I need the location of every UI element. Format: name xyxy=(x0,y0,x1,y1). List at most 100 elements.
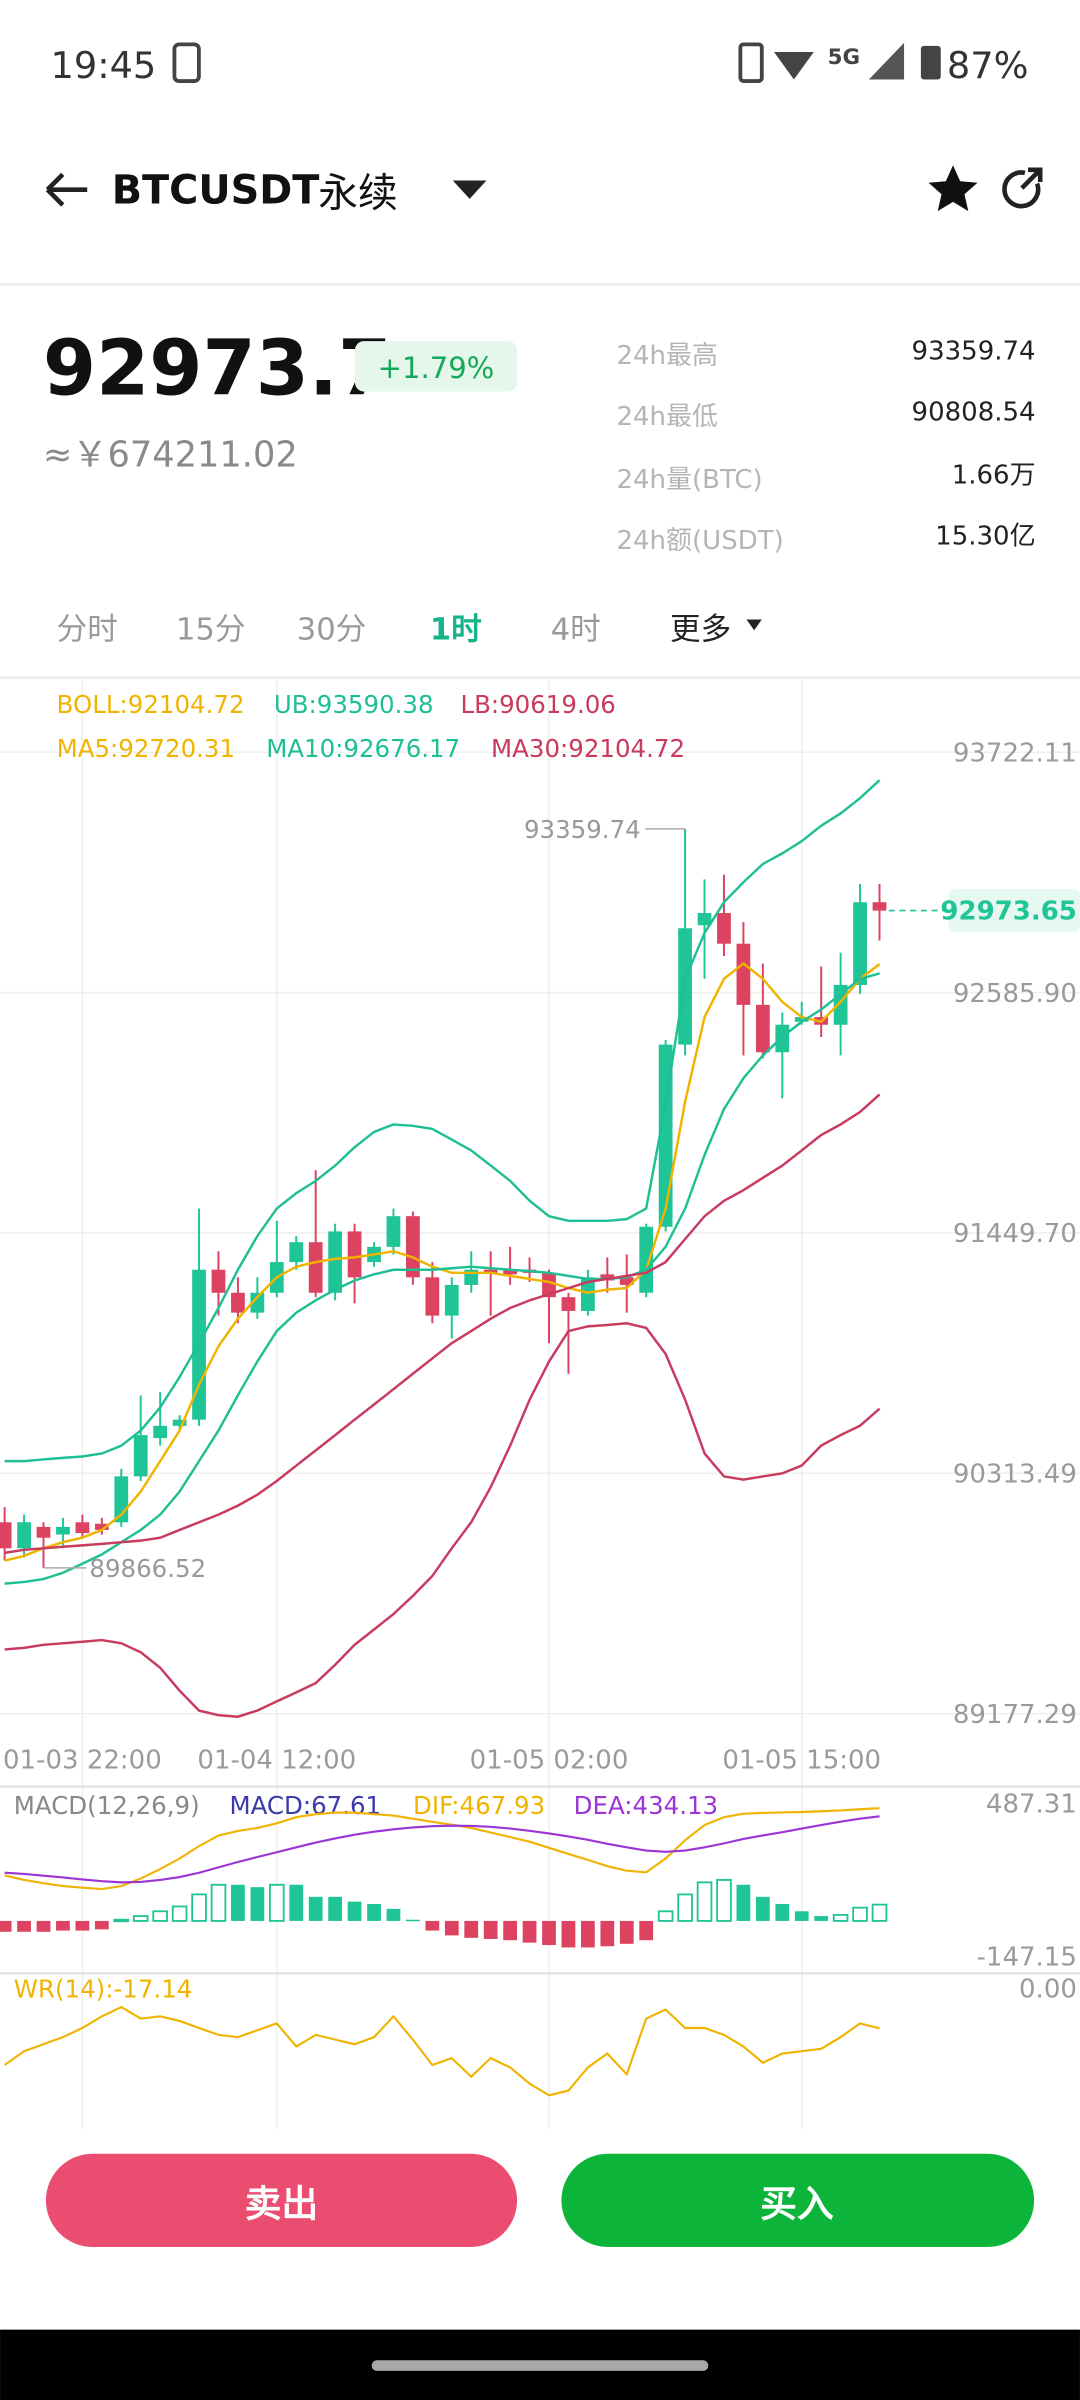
macd-bar xyxy=(347,1901,362,1921)
macd-bar xyxy=(308,1896,323,1921)
y-tick-label: -147.15 xyxy=(977,1943,1077,1973)
sell-label[interactable]: 卖出 xyxy=(245,2182,318,2225)
home-indicator[interactable] xyxy=(371,2360,709,2371)
y-tick-label: 93722.11 xyxy=(953,738,1077,768)
macd-bar xyxy=(639,1920,654,1941)
candle-body xyxy=(853,902,867,985)
macd-bar xyxy=(522,1920,537,1943)
panel-title: MACD(12,26,9) xyxy=(14,1791,200,1820)
buy-label[interactable]: 买入 xyxy=(760,2182,834,2225)
candle-body xyxy=(56,1526,70,1535)
macd-bar xyxy=(852,1906,868,1922)
candle-body xyxy=(717,913,731,944)
y-tick-label: 92585.90 xyxy=(953,979,1077,1009)
stat-value: 15.30亿 xyxy=(935,522,1035,552)
contract-type[interactable]: 永续 xyxy=(318,171,398,217)
candle-body xyxy=(503,1269,517,1275)
status-icon xyxy=(172,42,201,83)
x-tick-label: 01-05 02:00 xyxy=(470,1745,629,1775)
macd-bar xyxy=(94,1920,109,1930)
macd-bar xyxy=(367,1904,381,1921)
stat-value: 90808.54 xyxy=(912,398,1036,428)
stat-value: 93359.74 xyxy=(912,336,1036,366)
candle-body xyxy=(289,1242,304,1263)
macd-bar xyxy=(600,1920,615,1947)
legend-entry: UB:93590.38 xyxy=(274,690,434,719)
stat-label: 24h量(BTC) xyxy=(616,465,762,495)
y-tick-label: 0.00 xyxy=(1019,1975,1077,2005)
candle-body xyxy=(639,1226,654,1293)
macd-bar xyxy=(406,1919,420,1922)
macd-bar xyxy=(871,1903,888,1922)
candle-body xyxy=(580,1277,595,1311)
candle-body xyxy=(0,1522,12,1549)
battery-level: 87% xyxy=(947,44,1029,87)
macd-bar xyxy=(657,1910,674,1922)
macd-bar xyxy=(386,1908,401,1921)
candle-body xyxy=(542,1272,556,1298)
macd-bar xyxy=(250,1887,265,1921)
share-button[interactable] xyxy=(1002,167,1043,209)
macd-bar xyxy=(464,1920,479,1938)
macd-bar xyxy=(17,1920,31,1932)
macd-line xyxy=(4,1815,880,1884)
change-percent: +1.79% xyxy=(378,351,495,385)
indicator-line xyxy=(4,1093,881,1555)
macd-bar xyxy=(0,1920,12,1932)
more-arrow[interactable] xyxy=(746,619,762,631)
macd-bar xyxy=(832,1913,849,1922)
legend-entry: MA10:92676.17 xyxy=(266,734,460,763)
interval-tab[interactable]: 15分 xyxy=(176,612,246,647)
candle-body xyxy=(736,943,751,1005)
interval-tab[interactable]: 1时 xyxy=(430,612,482,647)
macd-bar xyxy=(542,1920,556,1946)
candle-body xyxy=(133,1435,148,1477)
candle-body xyxy=(231,1292,245,1313)
interval-tabs: 分时 15分 30分 1时 4时 更多 xyxy=(57,612,732,647)
symbol-dropdown[interactable] xyxy=(452,180,487,199)
favorite-button[interactable] xyxy=(928,165,978,212)
candle-body xyxy=(250,1292,265,1313)
interval-tab[interactable]: 30分 xyxy=(297,612,367,647)
macd-bar xyxy=(231,1884,245,1921)
change-badge xyxy=(354,341,518,392)
macd-bar xyxy=(56,1920,70,1931)
candle-body xyxy=(833,984,848,1025)
candle-body xyxy=(172,1419,187,1426)
candle-body xyxy=(308,1242,323,1293)
interval-tab[interactable]: 更多 xyxy=(670,612,731,647)
x-tick-label: 01-04 12:00 xyxy=(197,1745,356,1775)
macd-line xyxy=(4,1807,880,1891)
candle-body xyxy=(386,1216,401,1247)
indicator-line xyxy=(4,1322,881,1718)
wr-line xyxy=(4,2005,880,2097)
macd-bar xyxy=(444,1920,459,1936)
cny-price: ≈￥674211.02 xyxy=(43,435,298,476)
y-tick-label: 487.31 xyxy=(986,1790,1077,1820)
indicator-line xyxy=(4,972,880,1585)
macd-bar xyxy=(425,1920,440,1931)
macd-bar xyxy=(619,1920,634,1944)
symbol[interactable]: BTCUSDT xyxy=(112,167,320,213)
candle-body xyxy=(872,902,887,911)
sell-button[interactable] xyxy=(45,2153,518,2248)
buy-button[interactable] xyxy=(561,2153,1035,2248)
macd-bar xyxy=(580,1920,595,1948)
macd-bar xyxy=(191,1893,207,1922)
interval-tab[interactable]: 4时 xyxy=(551,612,601,647)
legend-entry: BOLL:92104.72 xyxy=(57,690,245,719)
interval-tab[interactable]: 分时 xyxy=(57,612,118,647)
macd-bar xyxy=(289,1884,304,1921)
back-button[interactable] xyxy=(45,172,88,207)
candle-body xyxy=(600,1274,615,1281)
candle-body xyxy=(483,1269,498,1273)
legend-entry: WR(14):-17.14 xyxy=(14,1975,193,2004)
stat-value: 1.66万 xyxy=(952,460,1036,490)
y-tick-label: 91449.70 xyxy=(953,1219,1077,1249)
status-time: 19:45 xyxy=(51,44,157,87)
macd-bar xyxy=(483,1920,498,1940)
candle-body xyxy=(425,1277,440,1316)
candle-body xyxy=(153,1425,168,1439)
stats: 24h最高 93359.74 24h最低 90808.54 24h量(BTC) 1.66万… xyxy=(616,336,1035,556)
